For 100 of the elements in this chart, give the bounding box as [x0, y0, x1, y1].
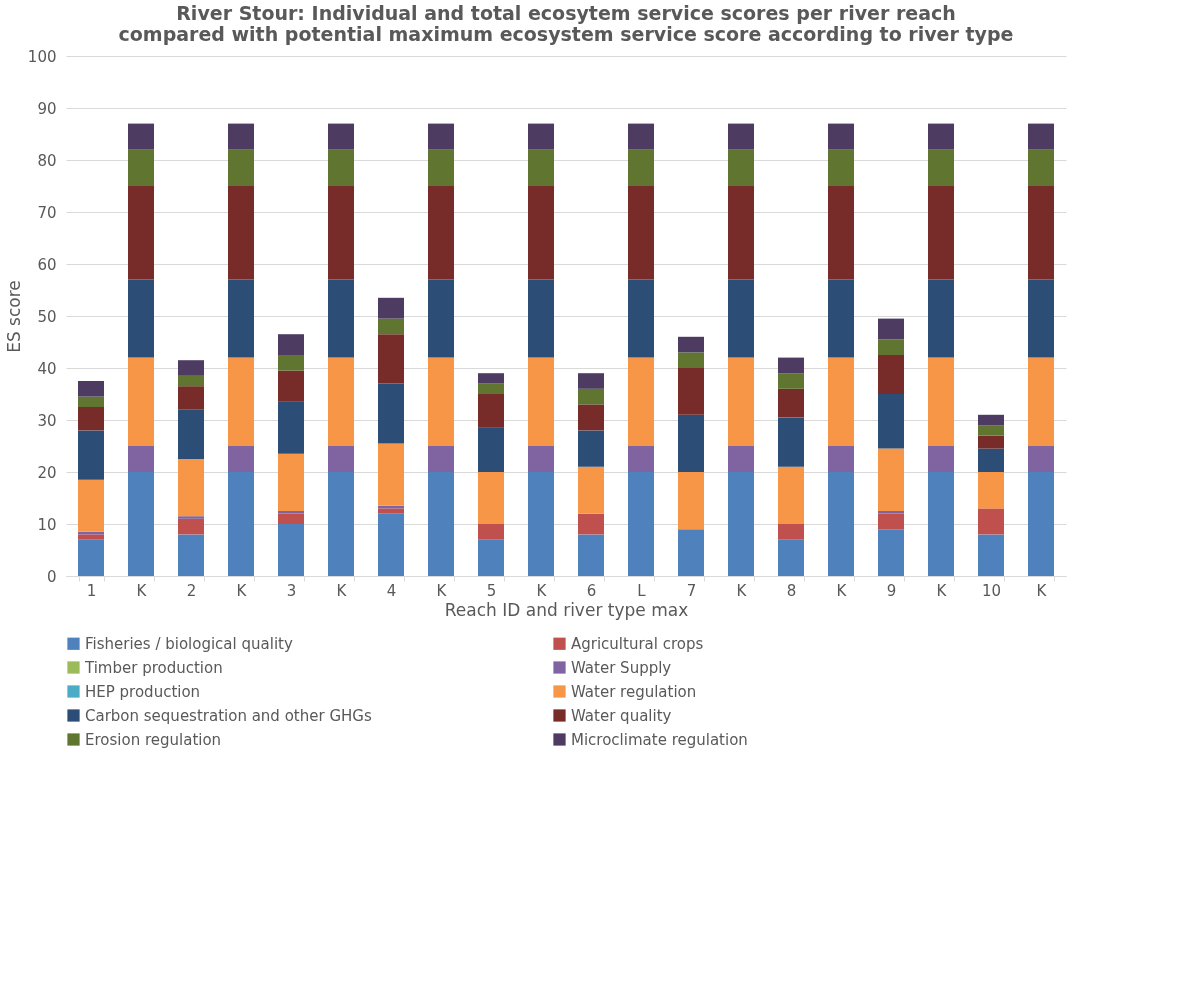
bar: [628, 446, 654, 472]
bar: [578, 534, 604, 576]
bar: [78, 407, 104, 431]
bar: [1028, 446, 1054, 472]
bar: [678, 472, 704, 530]
bar: [828, 186, 854, 280]
bar: [578, 430, 604, 467]
bar: [478, 539, 504, 576]
bar: [978, 435, 1004, 449]
bar: [728, 446, 754, 472]
bar: [328, 472, 354, 576]
y-tick-label: 10: [37, 515, 57, 534]
bar: [378, 443, 404, 506]
bar: [828, 357, 854, 446]
bar: [278, 355, 304, 371]
legend-label: Agricultural crops: [571, 634, 704, 653]
bar: [678, 529, 704, 576]
bar: [928, 357, 954, 446]
bar: [428, 123, 454, 150]
bar: [128, 279, 154, 358]
x-tick-label: K: [236, 581, 248, 600]
bar: [478, 383, 504, 394]
bar: [278, 370, 304, 402]
bar: [628, 357, 654, 446]
bar: [878, 529, 904, 576]
bar: [728, 123, 754, 150]
bar: [278, 334, 304, 355]
bar: [628, 149, 654, 186]
x-tick-label: K: [536, 581, 548, 600]
x-tick-label: 7: [686, 581, 697, 600]
bar: [228, 123, 254, 150]
bar: [678, 336, 704, 353]
bar: [828, 472, 854, 576]
legend-label: HEP production: [85, 682, 201, 701]
bar: [278, 511, 304, 514]
bar: [278, 513, 304, 524]
bar: [928, 279, 954, 358]
x-tick-label: K: [436, 581, 448, 600]
bar: [378, 383, 404, 444]
legend-label: Water quality: [571, 706, 672, 725]
y-tick-label: 60: [37, 255, 57, 274]
bar: [528, 357, 554, 446]
bar: [428, 186, 454, 280]
bar: [478, 472, 504, 524]
bar: [378, 297, 404, 319]
bar: [178, 386, 204, 410]
bar: [778, 373, 804, 389]
bar: [828, 446, 854, 472]
y-tick-label: 40: [37, 359, 57, 378]
bar: [1028, 279, 1054, 358]
x-tick-label: K: [1036, 581, 1048, 600]
bar: [678, 368, 704, 415]
x-tick-label: 3: [286, 581, 297, 600]
bar: [278, 453, 304, 511]
x-tick-label: K: [836, 581, 848, 600]
x-tick-label: 1: [86, 581, 97, 600]
bar: [228, 446, 254, 472]
x-tick-label: 2: [186, 581, 197, 600]
x-tick-label: 9: [886, 581, 897, 600]
bar: [728, 186, 754, 280]
bar: [878, 318, 904, 340]
bar: [428, 446, 454, 472]
bar: [528, 472, 554, 576]
bar: [1028, 357, 1054, 446]
bar: [778, 357, 804, 374]
bar: [528, 446, 554, 472]
bar: [578, 513, 604, 535]
bar: [778, 417, 804, 467]
bar: [478, 524, 504, 540]
bar: [678, 414, 704, 472]
bar: [228, 357, 254, 446]
bar: [928, 446, 954, 472]
x-tick-label: 10: [981, 581, 1002, 600]
bar: [378, 508, 404, 514]
bar: [328, 279, 354, 358]
bar: [878, 355, 904, 394]
bar: [328, 446, 354, 472]
bar: [478, 373, 504, 384]
bar: [728, 357, 754, 446]
bar: [528, 279, 554, 358]
bar: [1028, 149, 1054, 186]
legend-label: Water regulation: [571, 682, 697, 701]
x-tick-label: 6: [586, 581, 597, 600]
bar: [678, 352, 704, 368]
x-tick-label: K: [936, 581, 948, 600]
bar: [78, 539, 104, 576]
bar: [728, 149, 754, 186]
bar: [428, 149, 454, 186]
bar: [278, 524, 304, 576]
bar: [878, 394, 904, 449]
y-tick-label: 80: [37, 151, 57, 170]
bar: [778, 466, 804, 524]
bar: [528, 123, 554, 150]
bar: [878, 448, 904, 511]
bar: [1028, 186, 1054, 280]
bar: [228, 279, 254, 358]
x-tick-label: K: [336, 581, 348, 600]
bar: [878, 339, 904, 355]
y-tick-label: 20: [37, 463, 57, 482]
bar: [178, 516, 204, 519]
